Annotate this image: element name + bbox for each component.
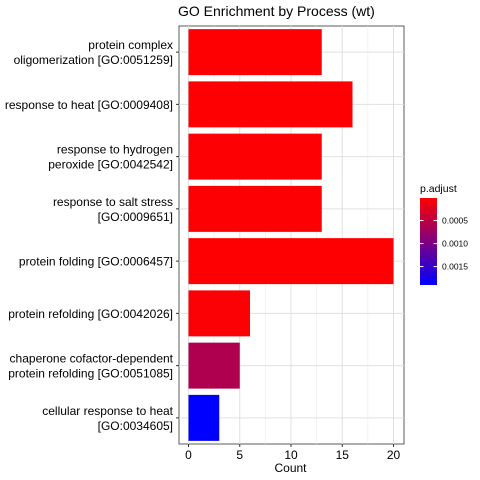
x-tick-label: 20 <box>387 448 401 462</box>
y-tick-label: [GO:0034605] <box>98 419 173 433</box>
y-tick-label: oligomerization [GO:0051259] <box>14 53 173 67</box>
x-tick-label: 10 <box>284 448 298 462</box>
x-axis-ticks: 0 5 10 15 20 <box>185 444 400 462</box>
y-tick-label: peroxide [GO:0042542] <box>48 158 173 172</box>
y-tick-label: cellular response to heat <box>42 404 173 418</box>
bar <box>188 29 322 76</box>
legend-ticks: 0.0005 0.0010 0.0015 <box>420 216 468 272</box>
legend-colorbar <box>420 198 437 285</box>
x-tick-label: 15 <box>336 448 350 462</box>
y-tick-label: protein complex <box>88 38 173 52</box>
y-tick-label: response to salt stress <box>53 195 173 209</box>
y-tick-label: [GO:0009651] <box>98 210 173 224</box>
bar <box>188 394 220 441</box>
legend-tick-label: 0.0005 <box>442 216 468 226</box>
chart-title: GO Enrichment by Process (wt) <box>178 3 375 19</box>
bars <box>188 29 394 441</box>
y-tick-label: protein refolding [GO:0042026] <box>8 307 173 321</box>
bar <box>188 342 240 389</box>
bar <box>188 185 322 232</box>
bar <box>188 238 394 285</box>
bar <box>188 133 322 180</box>
x-tick-label: 0 <box>185 448 192 462</box>
y-tick-label: response to hydrogen <box>57 143 173 157</box>
y-tick-label: protein folding [GO:0006457] <box>19 255 173 269</box>
y-tick-label: chaperone cofactor-dependent <box>10 352 174 366</box>
y-tick-label: response to heat [GO:0009408] <box>5 98 173 112</box>
legend-tick-label: 0.0015 <box>442 262 468 272</box>
x-tick-label: 5 <box>236 448 243 462</box>
bar <box>188 81 353 128</box>
x-axis-title: Count <box>274 461 307 475</box>
legend-title: p.adjust <box>420 183 457 195</box>
color-legend: p.adjust 0.0005 0.0010 0.0015 <box>420 183 468 285</box>
y-tick-label: protein refolding [GO:0051085] <box>8 367 173 381</box>
bar <box>188 290 250 337</box>
legend-tick-label: 0.0010 <box>442 239 468 249</box>
